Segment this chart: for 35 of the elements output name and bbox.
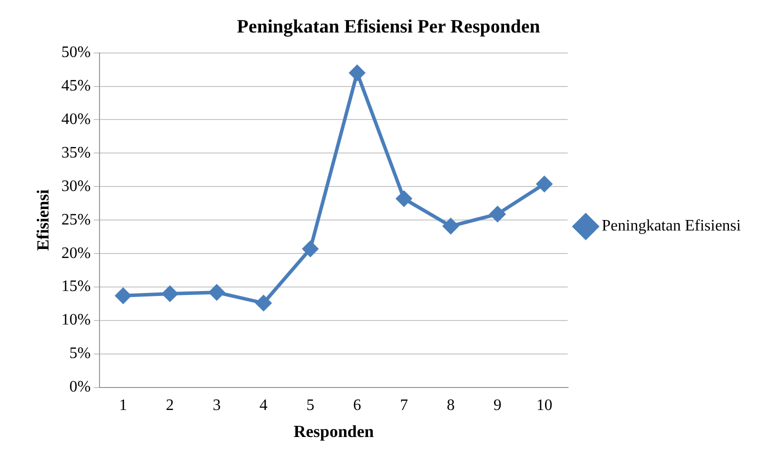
- x-tick-label: 10: [536, 397, 552, 414]
- y-axis-title: Efisiensi: [34, 189, 53, 251]
- y-tick-label: 45%: [61, 77, 91, 94]
- point: [162, 286, 178, 302]
- x-tick-label: 4: [260, 397, 268, 414]
- x-tick-label: 3: [212, 397, 221, 414]
- point: [490, 206, 506, 222]
- legend-label: Peningkatan Efisiensi: [602, 218, 742, 235]
- x-tick-label: 1: [119, 397, 128, 414]
- y-tick-label: 40%: [61, 110, 91, 128]
- y-tick-label: 15%: [61, 278, 91, 296]
- x-tick-label: 6: [353, 397, 362, 414]
- x-tick-label: 9: [494, 397, 502, 414]
- y-tick-label: 50%: [61, 44, 91, 62]
- y-tick-label: 20%: [61, 244, 91, 262]
- y-tick-label: 25%: [61, 211, 91, 228]
- point: [396, 190, 412, 206]
- y-tick-label: 35%: [61, 144, 91, 162]
- x-tick-label: 7: [400, 397, 408, 414]
- y-tick-label: 0%: [69, 378, 91, 396]
- point: [115, 288, 131, 304]
- y-tick-label: 5%: [69, 345, 91, 362]
- point: [302, 241, 318, 257]
- y-tick-label: 30%: [61, 178, 91, 195]
- x-tick-label: 8: [446, 397, 455, 414]
- point: [442, 218, 458, 234]
- x-tick-label: 2: [166, 397, 174, 414]
- point: [536, 176, 552, 192]
- point: [349, 65, 365, 81]
- x-tick-label: 5: [306, 397, 314, 414]
- chart-title: Peningkatan Efisiensi Per Responden: [236, 16, 541, 38]
- point: [208, 284, 224, 300]
- y-tick-label: 10%: [61, 312, 91, 329]
- x-axis-title: Responden: [294, 422, 374, 442]
- point: [256, 295, 272, 311]
